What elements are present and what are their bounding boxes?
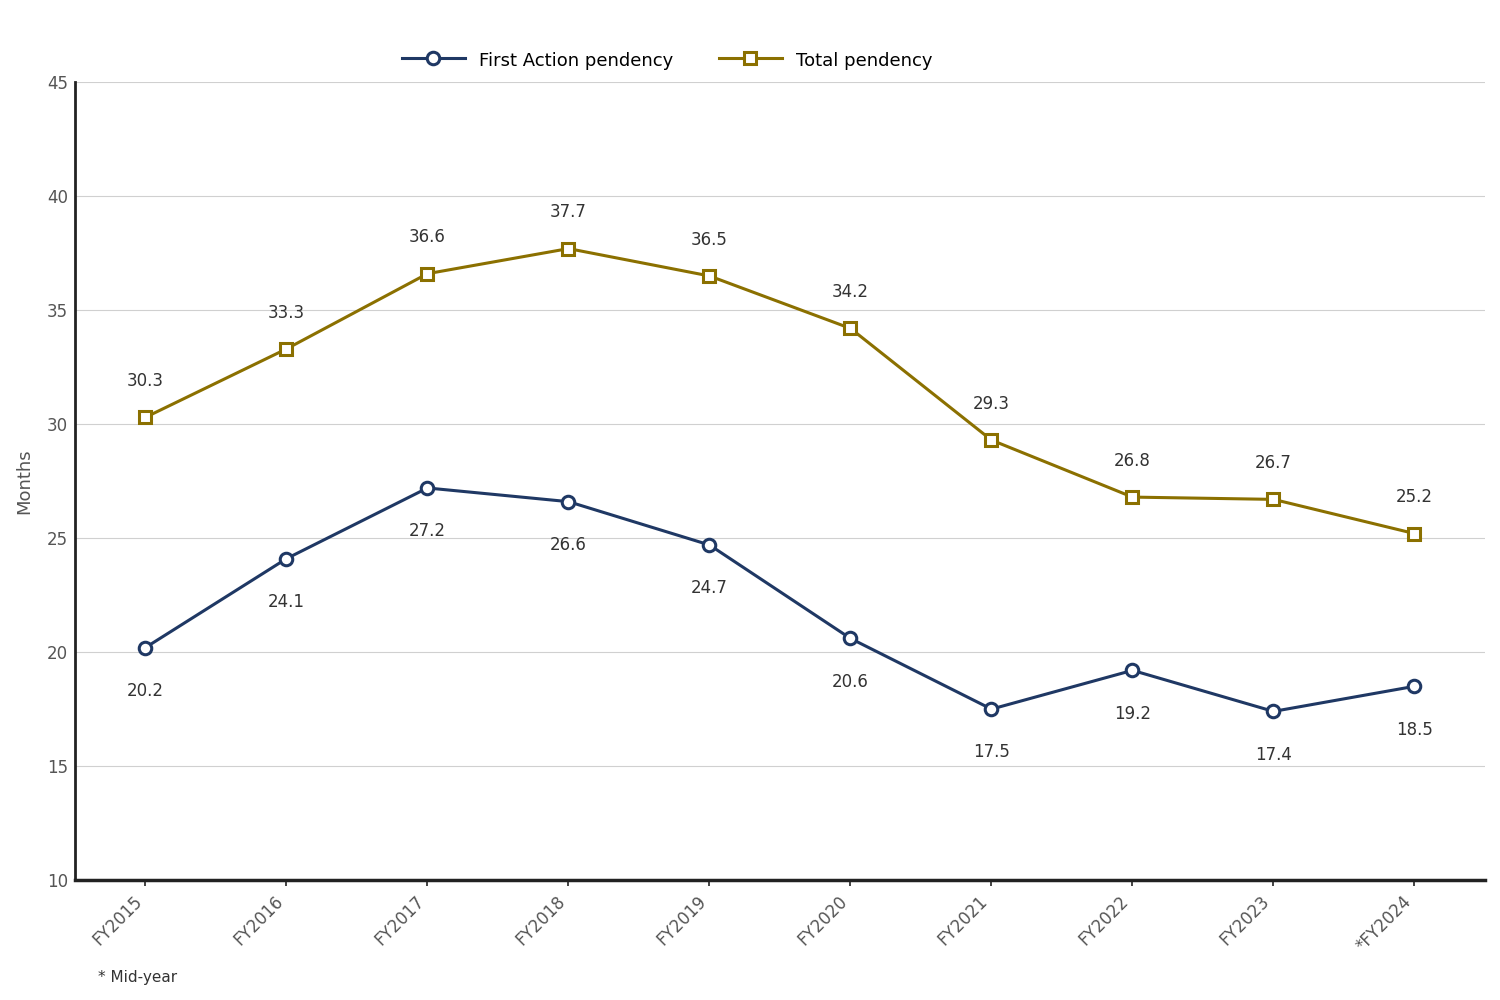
Text: 20.6: 20.6 [833,673,868,691]
Text: 34.2: 34.2 [833,283,868,301]
Text: 36.5: 36.5 [692,231,728,249]
Text: 25.2: 25.2 [1396,488,1432,506]
Text: 27.2: 27.2 [410,522,446,540]
Text: 20.2: 20.2 [128,682,164,700]
Text: 26.7: 26.7 [1256,454,1292,472]
Text: 17.5: 17.5 [974,743,1010,761]
Text: 24.1: 24.1 [268,593,304,611]
Text: 24.7: 24.7 [692,579,728,597]
Text: 33.3: 33.3 [268,304,304,322]
Text: * Mid-year: * Mid-year [98,970,177,985]
Text: 19.2: 19.2 [1114,705,1150,723]
Text: 36.6: 36.6 [410,228,446,246]
Text: 37.7: 37.7 [550,203,586,221]
Text: 17.4: 17.4 [1256,746,1292,764]
Y-axis label: Months: Months [15,448,33,514]
Text: 18.5: 18.5 [1396,721,1432,739]
Text: 26.6: 26.6 [550,536,586,554]
Text: 26.8: 26.8 [1114,452,1150,470]
Legend: First Action pendency, Total pendency: First Action pendency, Total pendency [394,43,940,77]
Text: 29.3: 29.3 [974,395,1010,413]
Text: 30.3: 30.3 [128,372,164,390]
